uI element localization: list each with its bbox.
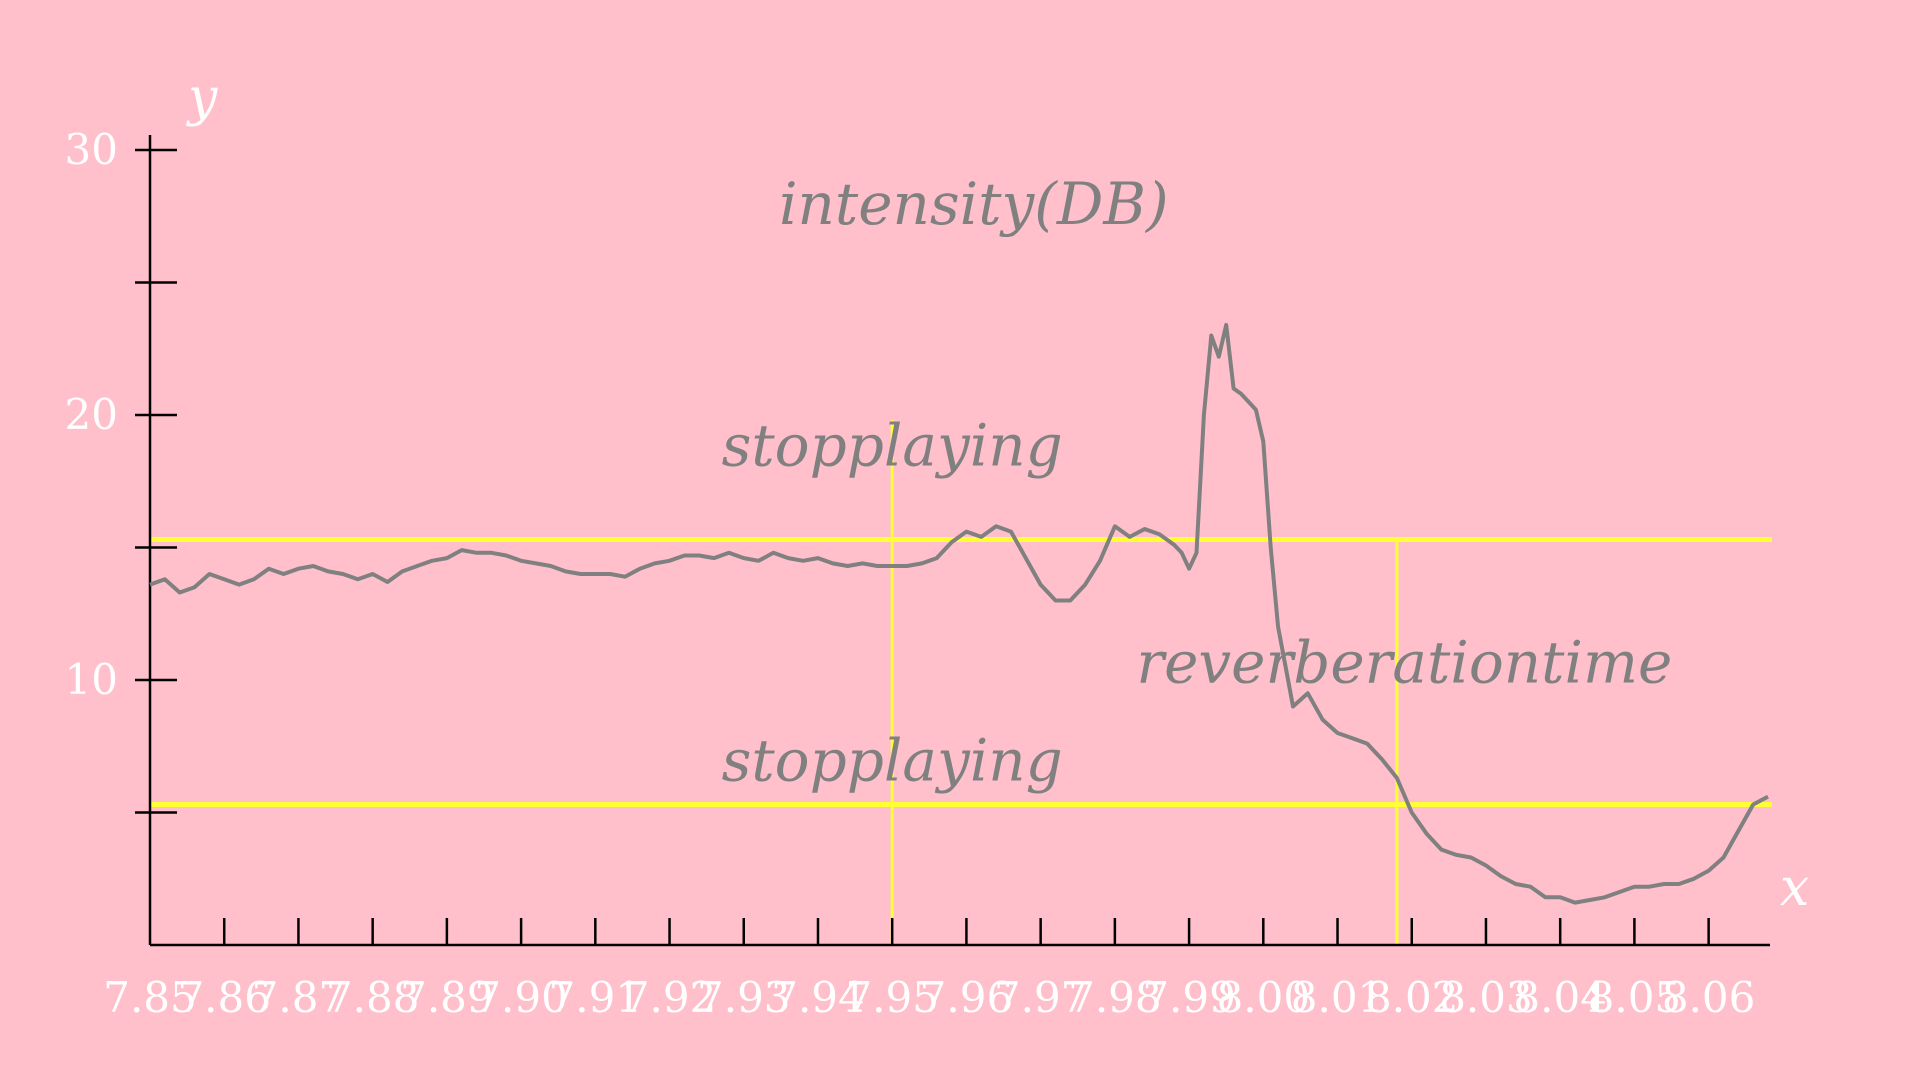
x-tick-label-13: 7.98 <box>1068 973 1162 1022</box>
x-tick-label-16: 8.01 <box>1291 973 1385 1022</box>
x-tick-label-19: 8.04 <box>1513 973 1607 1022</box>
annotation-3: stopplaying <box>722 727 1063 795</box>
x-tick-label-5: 7.90 <box>474 973 568 1022</box>
x-tick-label-21: 8.06 <box>1662 973 1756 1022</box>
x-tick-label-20: 8.05 <box>1588 973 1682 1022</box>
x-tick-label-6: 7.91 <box>549 973 643 1022</box>
y-axis-label: y <box>186 68 218 128</box>
x-axis-label: x <box>1780 858 1809 918</box>
x-tick-label-12: 7.97 <box>994 973 1088 1022</box>
x-tick-label-3: 7.88 <box>326 973 420 1022</box>
series-line-0 <box>149 322 1769 905</box>
reference-lines <box>150 420 1772 945</box>
annotations: intensity(DB) stopplaying reverberationtim… <box>722 170 1673 795</box>
x-tick-label-4: 7.89 <box>400 973 494 1022</box>
x-tick-label-1: 7.86 <box>177 973 271 1022</box>
x-tick-label-9: 7.94 <box>771 973 865 1022</box>
axes: 7.857.867.877.887.897.907.917.927.937.94… <box>65 68 1810 1022</box>
x-tick-label-10: 7.95 <box>845 973 939 1022</box>
x-tick-label-2: 7.87 <box>252 973 346 1022</box>
x-tick-label-8: 7.93 <box>697 973 791 1022</box>
annotation-1: stopplaying <box>722 411 1063 479</box>
series-group <box>149 322 1769 905</box>
x-tick-label-14: 7.99 <box>1142 973 1236 1022</box>
annotation-0: intensity(DB) <box>779 170 1169 238</box>
x-tick-label-18: 8.03 <box>1439 973 1533 1022</box>
y-tick-label-0: 10 <box>65 655 118 704</box>
x-tick-label-17: 8.02 <box>1365 973 1459 1022</box>
x-tick-label-7: 7.92 <box>623 973 717 1022</box>
y-tick-label-1: 20 <box>65 390 118 439</box>
x-tick-label-0: 7.85 <box>103 973 197 1022</box>
y-tick-label-2: 30 <box>65 125 118 174</box>
annotation-2: reverberationtime <box>1136 629 1672 697</box>
x-tick-label-15: 8.00 <box>1217 973 1311 1022</box>
x-tick-label-11: 7.96 <box>920 973 1014 1022</box>
